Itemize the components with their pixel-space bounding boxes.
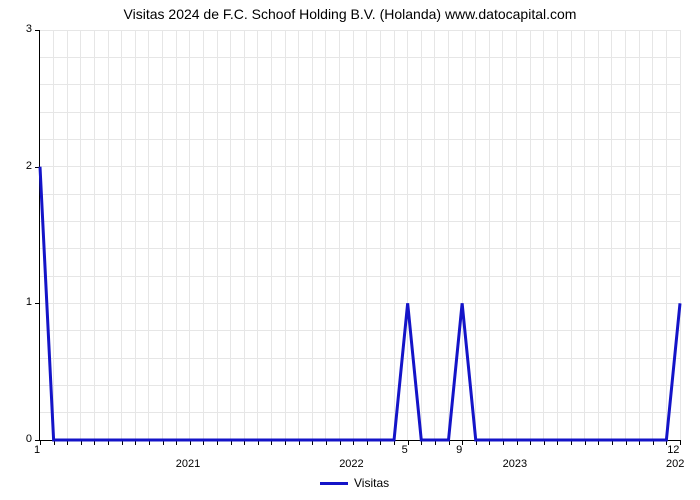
- chart-container: { "chart": { "type": "line", "title": "V…: [0, 0, 700, 500]
- line-series: [0, 0, 700, 500]
